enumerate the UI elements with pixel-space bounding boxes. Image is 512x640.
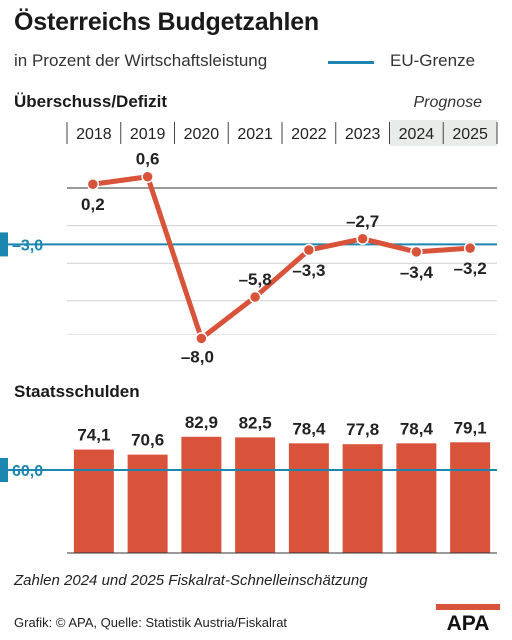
- year-tick-label: 2022: [291, 126, 327, 143]
- forecast-header-bg: [389, 120, 444, 146]
- debt-bar: [342, 444, 383, 553]
- debt-bar: [288, 443, 329, 553]
- svg-text:APA: APA: [447, 612, 490, 632]
- legend-eu-limit-label: EU-Grenze: [390, 51, 476, 70]
- deficit-section-title: Überschuss/Defizit: [14, 92, 168, 111]
- deficit-value-label: 0,6: [136, 150, 160, 169]
- deficit-data-point: [248, 290, 262, 304]
- deficit-data-point: [410, 245, 423, 259]
- debt-value-label: 82,9: [185, 413, 218, 432]
- debt-limit-value: 60,0: [12, 463, 43, 480]
- year-tick-label: 2020: [184, 126, 220, 143]
- source-credit: Grafik: © APA, Quelle: Statistik Austria…: [14, 615, 288, 630]
- deficit-series-line: [90, 174, 473, 341]
- debt-bar: [450, 442, 491, 553]
- deficit-data-point: [141, 170, 154, 183]
- page-title: Österreichs Budgetzahlen: [14, 8, 320, 36]
- year-tick-label: 2025: [452, 126, 488, 143]
- deficit-value-label: 0,2: [81, 195, 105, 214]
- debt-bar: [396, 443, 437, 553]
- eu-limit-marker: [0, 232, 8, 257]
- year-tick-label: 2023: [345, 126, 381, 143]
- subtitle: in Prozent der Wirtschaftsleistung: [14, 51, 268, 70]
- debt-value-label: 70,6: [131, 431, 164, 450]
- deficit-value-label: –3,3: [292, 261, 325, 280]
- forecast-header-bg: [443, 120, 497, 146]
- debt-value-label: 78,4: [292, 419, 326, 438]
- eu-limit-value: –3,0: [12, 237, 43, 254]
- forecast-label: Prognose: [413, 94, 483, 111]
- debt-section-title: Staatsschulden: [14, 382, 140, 401]
- footnote: Zahlen 2024 und 2025 Fiskalrat-Schnellei…: [14, 572, 368, 589]
- year-tick-label: 2021: [237, 126, 273, 143]
- deficit-data-point: [302, 243, 316, 257]
- debt-bar: [181, 436, 222, 553]
- debt-value-label: 77,8: [346, 420, 379, 439]
- debt-value-label: 78,4: [400, 419, 434, 438]
- debt-value-label: 82,5: [239, 413, 272, 432]
- deficit-data-point: [463, 241, 477, 255]
- legend-eu-limit-line: [328, 61, 374, 64]
- deficit-value-label: –8,0: [181, 347, 214, 366]
- year-tick-label: 2019: [130, 126, 166, 143]
- apa-logo: APA: [436, 604, 500, 632]
- deficit-value-label: –2,7: [346, 212, 379, 231]
- debt-value-label: 74,1: [77, 426, 110, 445]
- deficit-data-point: [356, 232, 369, 246]
- year-tick-label: 2024: [399, 126, 435, 143]
- deficit-data-point: [195, 332, 208, 345]
- deficit-value-label: –3,2: [454, 259, 487, 278]
- debt-value-label: 79,1: [454, 418, 487, 437]
- debt-bar: [127, 454, 168, 553]
- debt-bar: [73, 449, 114, 553]
- deficit-data-point: [86, 177, 100, 191]
- year-tick-label: 2018: [76, 126, 112, 143]
- debt-limit-marker: [0, 458, 8, 482]
- deficit-value-label: –5,8: [239, 270, 272, 289]
- debt-bar: [235, 437, 276, 553]
- deficit-value-label: –3,4: [400, 263, 434, 282]
